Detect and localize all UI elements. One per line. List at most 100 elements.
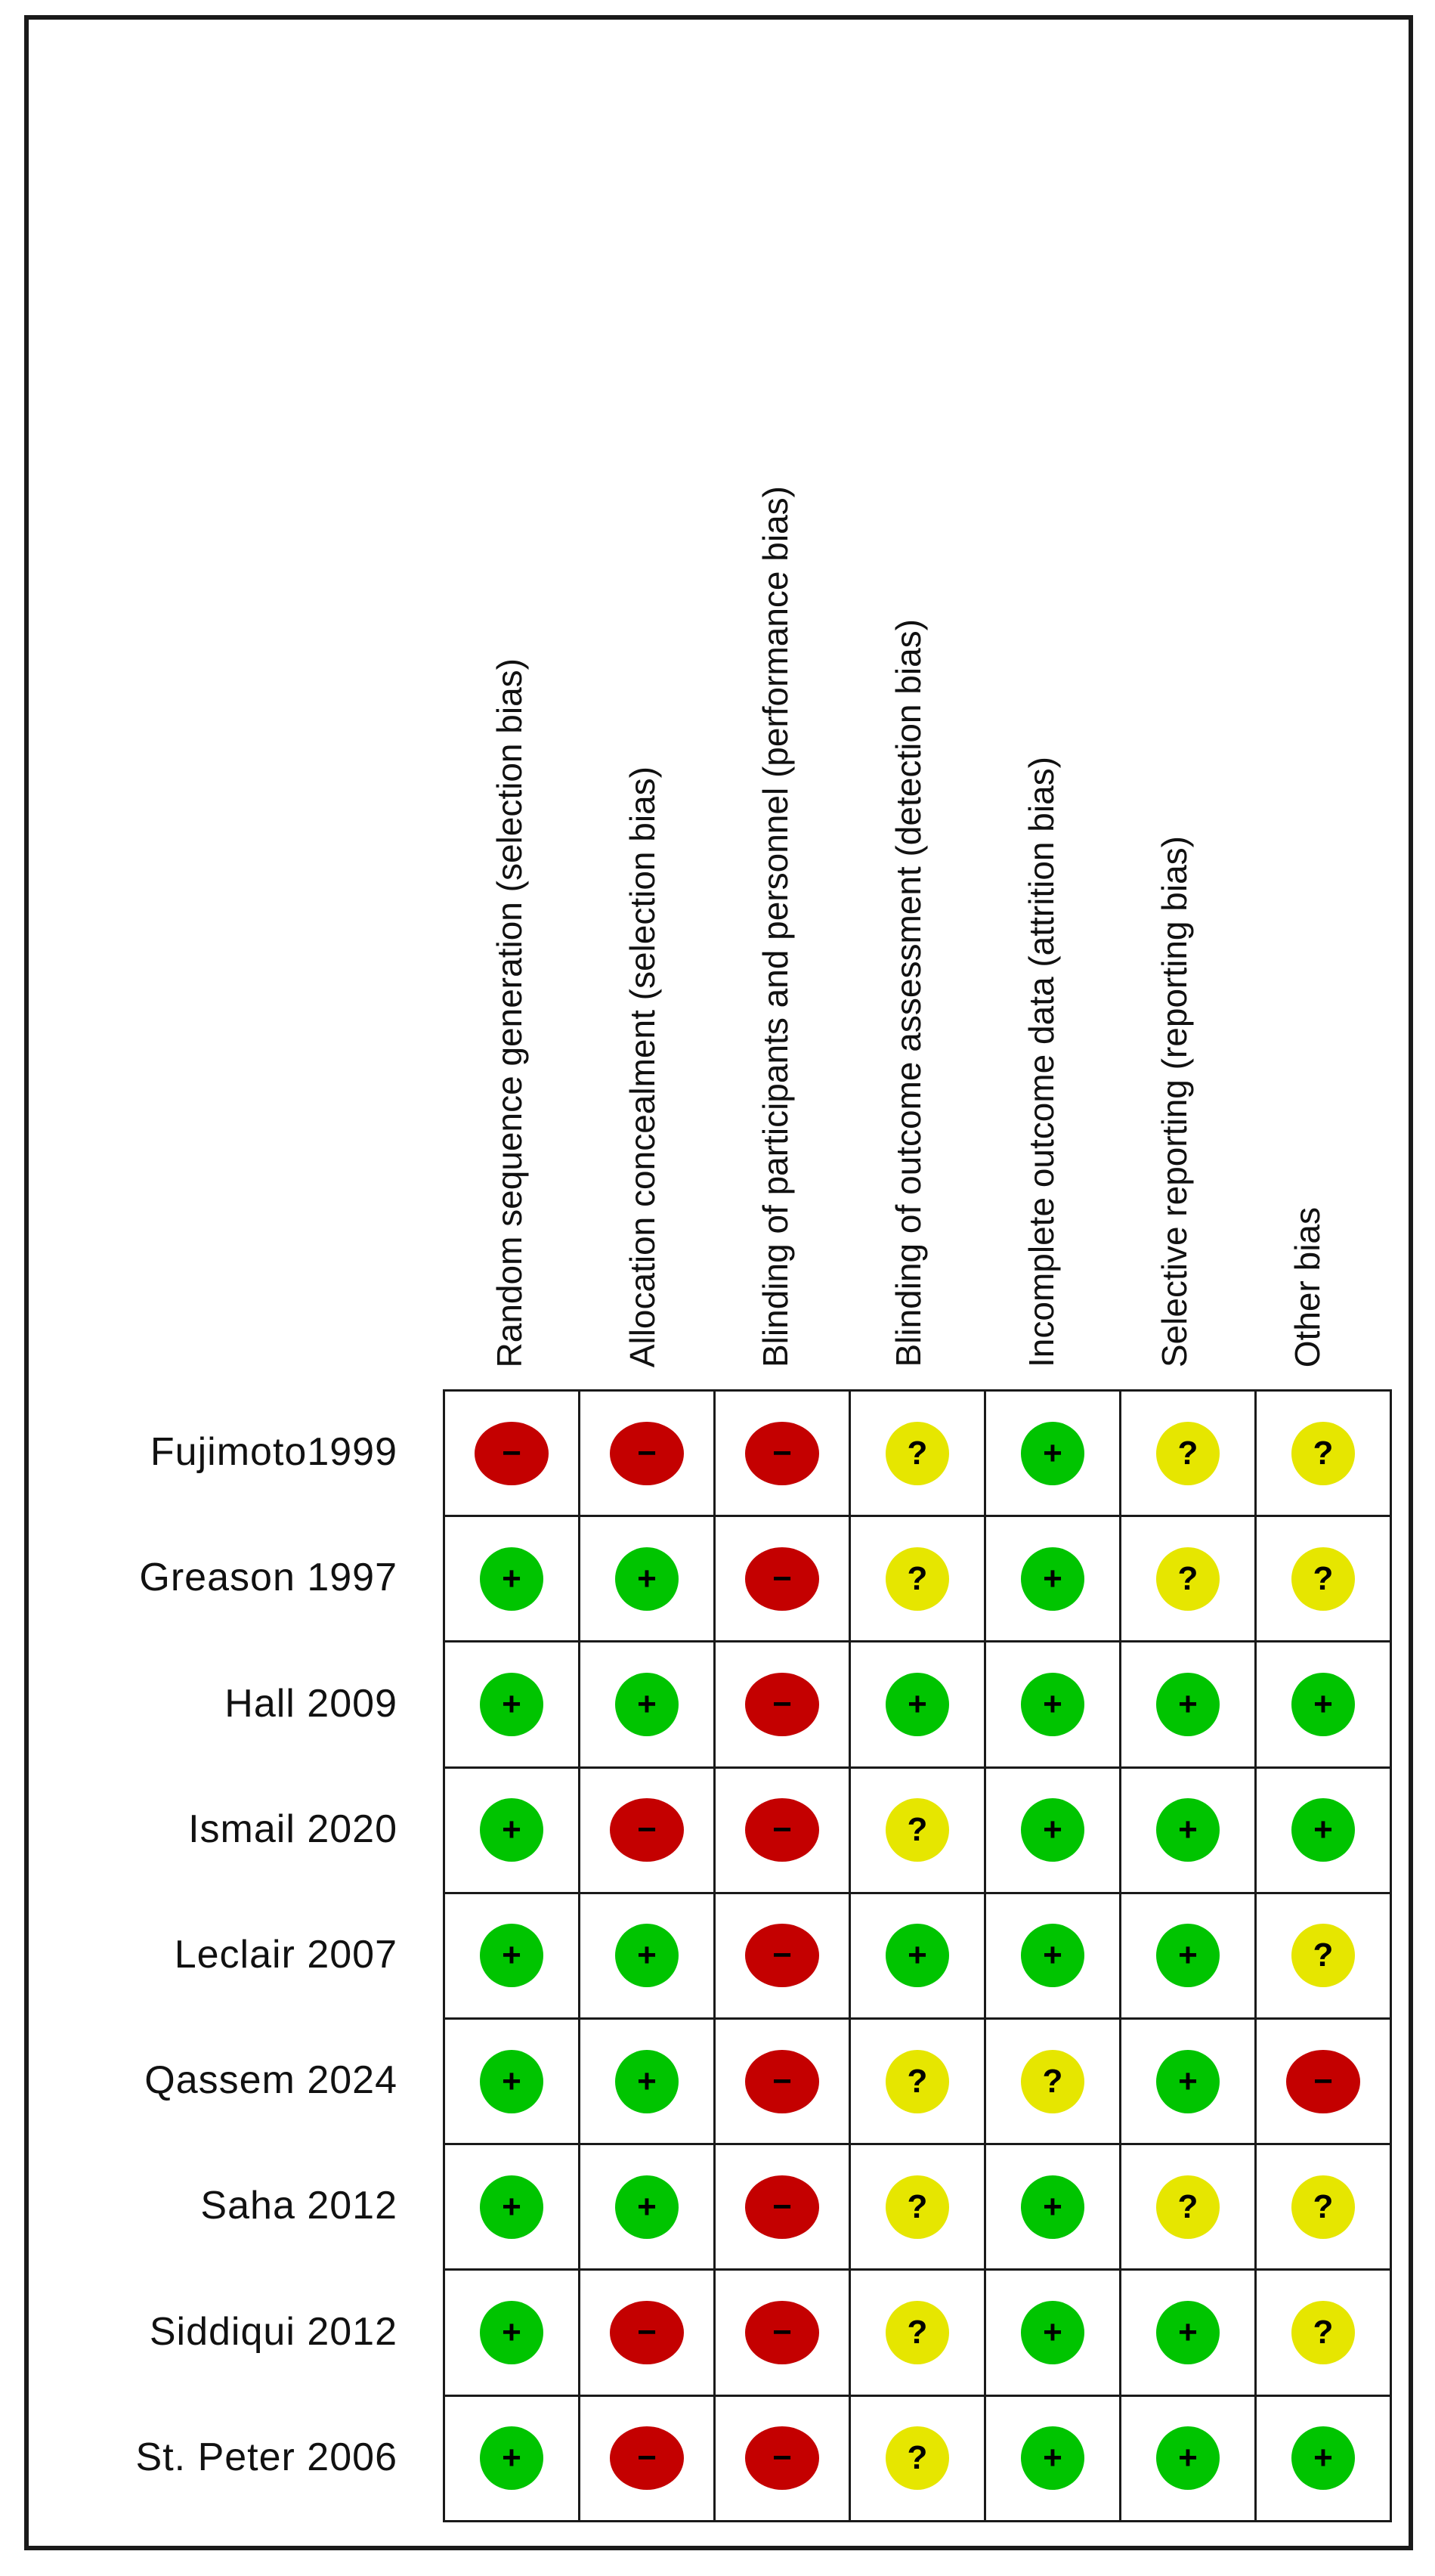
table-row: + + −?? + − (443, 2017, 1392, 2146)
unclear-risk-icon: ? (1291, 1924, 1355, 1988)
unclear-risk-icon: ? (1021, 2049, 1084, 2113)
rating-cell: + (443, 2143, 580, 2271)
rating-cell: + (1119, 2394, 1257, 2522)
rating-cell: ? (1254, 2143, 1392, 2271)
row-label-study: Ismail 2020 (188, 1807, 397, 1851)
low-risk-icon: + (1156, 2300, 1220, 2364)
rating-cell: − (713, 2394, 851, 2522)
rating-cell: − (1254, 2017, 1392, 2146)
column-header-1: Random sequence generation (selection bi… (490, 658, 529, 1367)
rating-cell: − (713, 2143, 851, 2271)
rating-cell: ? (849, 1389, 986, 1518)
low-risk-icon: + (1291, 2426, 1355, 2491)
rating-cell: + (984, 1766, 1121, 1894)
rating-cell: − (578, 2394, 716, 2522)
rating-cell: ? (849, 2017, 986, 2146)
low-risk-icon: + (480, 2049, 543, 2113)
rating-cell: + (443, 1891, 580, 2020)
column-header-7: Other bias (1288, 1206, 1327, 1367)
unclear-risk-icon: ? (1156, 1421, 1220, 1485)
table-row: − − −? +?? (443, 1389, 1392, 1518)
unclear-risk-icon: ? (1291, 1421, 1355, 1485)
unclear-risk-icon: ? (886, 1547, 949, 1611)
low-risk-icon: + (1021, 2175, 1084, 2239)
rating-cell: + (1119, 2268, 1257, 2397)
rating-cell: ? (1254, 1515, 1392, 1643)
unclear-risk-icon: ? (1156, 1547, 1220, 1611)
low-risk-icon: + (480, 2426, 543, 2491)
high-risk-icon: − (745, 2175, 819, 2239)
row-label-study: Saha 2012 (200, 2184, 397, 2228)
low-risk-icon: + (1021, 1924, 1084, 1988)
low-risk-icon: + (480, 1798, 543, 1862)
column-header-6: Selective reporting (reporting bias) (1155, 835, 1194, 1367)
unclear-risk-icon: ? (886, 2049, 949, 2113)
table-row: + + − + + + + (443, 1640, 1392, 1769)
unclear-risk-icon: ? (1156, 2175, 1220, 2239)
rating-cell: ? (1254, 1389, 1392, 1518)
rating-cell: + (578, 2017, 716, 2146)
table-row: + − −? + + + (443, 2394, 1392, 2522)
high-risk-icon: − (610, 1421, 684, 1485)
table-row: + − −? + +? (443, 2268, 1392, 2397)
row-label-study: Fujimoto1999 (150, 1430, 397, 1475)
rating-cell: + (1119, 1891, 1257, 2020)
rating-cell: + (849, 1640, 986, 1769)
table-row: + + − + + +? (443, 1891, 1392, 2020)
low-risk-icon: + (1021, 2300, 1084, 2364)
unclear-risk-icon: ? (1291, 2175, 1355, 2239)
rating-cell: − (578, 1389, 716, 1518)
rating-cell: − (713, 1515, 851, 1643)
low-risk-icon: + (1156, 1798, 1220, 1862)
rating-cell: + (443, 1766, 580, 1894)
low-risk-icon: + (615, 1672, 679, 1736)
table-row: + + −? +?? (443, 2143, 1392, 2271)
high-risk-icon: − (745, 1421, 819, 1485)
low-risk-icon: + (1021, 1672, 1084, 1736)
low-risk-icon: + (480, 1672, 543, 1736)
rating-cell: + (443, 1515, 580, 1643)
low-risk-icon: + (1156, 1924, 1220, 1988)
rating-cell: + (984, 1389, 1121, 1518)
rating-cell: + (1119, 1766, 1257, 1894)
rating-cell: + (578, 1891, 716, 2020)
rating-cell: − (713, 1766, 851, 1894)
low-risk-icon: + (480, 1924, 543, 1988)
rating-cell: − (713, 1389, 851, 1518)
unclear-risk-icon: ? (886, 1798, 949, 1862)
rating-cell: + (578, 1515, 716, 1643)
high-risk-icon: − (745, 1798, 819, 1862)
low-risk-icon: + (1021, 1547, 1084, 1611)
rating-cell: ? (1119, 1389, 1257, 1518)
high-risk-icon: − (745, 1672, 819, 1736)
rating-cell: − (713, 1891, 851, 2020)
table-row: + + −? +?? (443, 1515, 1392, 1643)
low-risk-icon: + (480, 2175, 543, 2239)
high-risk-icon: − (745, 2300, 819, 2364)
rating-cell: + (578, 1640, 716, 1769)
rating-cell: + (984, 1891, 1121, 2020)
table-row: + − −? + + + (443, 1766, 1392, 1894)
rating-cell: + (984, 2143, 1121, 2271)
rating-cell: − (713, 1640, 851, 1769)
low-risk-icon: + (1021, 2426, 1084, 2491)
rating-cell: + (1254, 1766, 1392, 1894)
rating-cell: − (713, 2017, 851, 2146)
risk-of-bias-summary-frame: Random sequence generation (selection bi… (24, 15, 1413, 2550)
rating-cell: ? (984, 2017, 1121, 2146)
rating-cell: + (984, 1515, 1121, 1643)
risk-of-bias-grid: − − −? +?? + + −? +?? + + − + + + + + − −? + + + + + − + + +? + + −??… (443, 1389, 1392, 2522)
high-risk-icon: − (610, 1798, 684, 1862)
rating-cell: + (443, 2017, 580, 2146)
rating-cell: ? (849, 2143, 986, 2271)
high-risk-icon: − (745, 1924, 819, 1988)
unclear-risk-icon: ? (886, 2300, 949, 2364)
low-risk-icon: + (1291, 1798, 1355, 1862)
column-header-5: Incomplete outcome data (attrition bias) (1022, 757, 1061, 1367)
low-risk-icon: + (480, 2300, 543, 2364)
rating-cell: ? (849, 1515, 986, 1643)
low-risk-icon: + (886, 1924, 949, 1988)
rating-cell: ? (1119, 2143, 1257, 2271)
low-risk-icon: + (1021, 1798, 1084, 1862)
column-header-3: Blinding of participants and personnel (… (756, 486, 795, 1367)
